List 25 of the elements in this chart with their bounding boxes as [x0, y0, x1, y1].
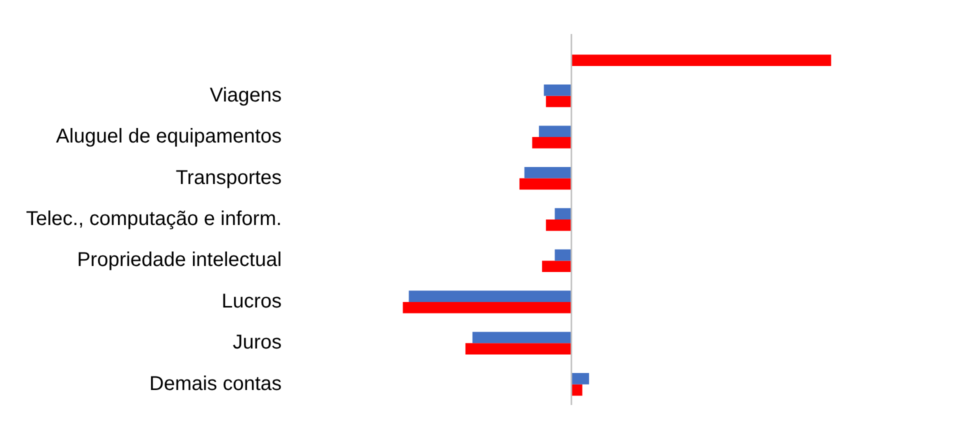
y-tick-label: Aluguel de equipamentos: [56, 126, 282, 148]
bar: [554, 208, 572, 220]
bar: [402, 302, 572, 314]
bar: [532, 137, 572, 148]
bar: [544, 84, 572, 96]
y-tick-label: Telec., computação e inform.: [26, 208, 282, 230]
y-tick-label: Viagens: [210, 84, 282, 106]
bar: [408, 290, 572, 302]
bar: [546, 96, 572, 108]
y-tick-label: Transportes: [176, 166, 282, 189]
bar: [538, 126, 572, 138]
bar: [465, 343, 572, 355]
bar: [554, 249, 572, 261]
bar: [546, 220, 572, 231]
bar: [472, 332, 572, 344]
bar: [519, 178, 572, 190]
bar: [571, 54, 832, 66]
bar: [571, 384, 582, 396]
bar: [571, 373, 590, 384]
y-tick-label: Lucros: [222, 290, 282, 312]
bar: [524, 166, 572, 178]
y-tick-label: Propriedade intelectual: [77, 249, 282, 272]
bar: [542, 260, 572, 272]
y-tick-label: Demais contas: [149, 372, 282, 395]
y-tick-label: Juros: [232, 332, 282, 354]
